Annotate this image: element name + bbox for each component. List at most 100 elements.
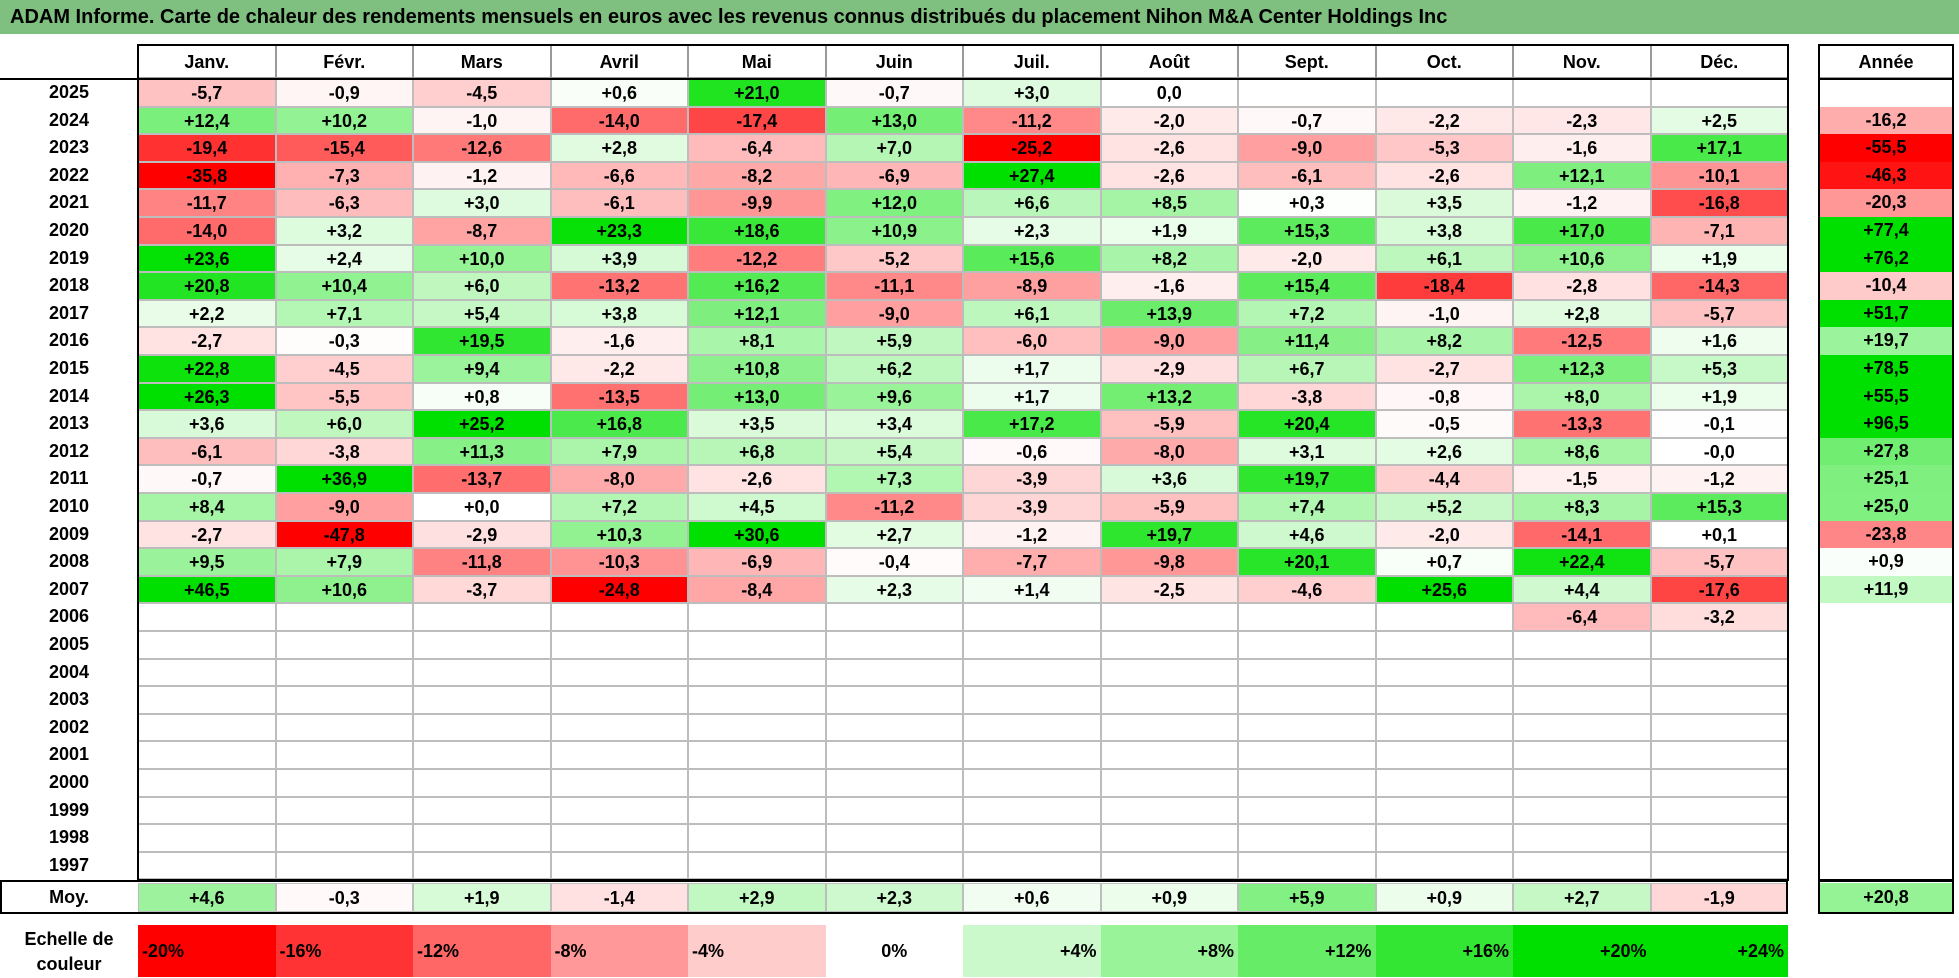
heatmap-cell xyxy=(688,851,826,880)
heatmap-cell: -2,5 xyxy=(1100,575,1238,604)
heatmap-cell: +10,6 xyxy=(1513,244,1651,273)
heatmap-cell: +2,8 xyxy=(1513,299,1651,328)
year-label: 1998 xyxy=(48,827,90,848)
heatmap-cell: -8,4 xyxy=(688,575,826,604)
heatmap-cell: +1,7 xyxy=(963,355,1101,383)
heatmap-cell: +10,6 xyxy=(275,575,413,604)
heatmap-cell: -1,0 xyxy=(413,106,551,135)
month-header: Août xyxy=(1100,45,1238,78)
heatmap-cell xyxy=(413,603,551,631)
average-cell: +0,9 xyxy=(1375,883,1513,912)
annual-cell xyxy=(1819,713,1953,742)
month-header: Avril xyxy=(550,45,688,78)
heatmap-cell xyxy=(825,769,963,797)
annual-cell: -46,3 xyxy=(1819,161,1953,190)
heatmap-cell xyxy=(963,741,1101,769)
heatmap-cell: +8,2 xyxy=(1375,327,1513,355)
heatmap-cell: +1,7 xyxy=(963,382,1101,411)
heatmap-cell: +6,0 xyxy=(275,410,413,438)
heatmap-cell: +10,0 xyxy=(413,244,551,273)
heatmap-cell: +6,0 xyxy=(413,272,551,300)
heatmap-cell: -2,6 xyxy=(1100,134,1238,162)
heatmap-cell: -6,6 xyxy=(550,161,688,190)
heatmap-cell xyxy=(1238,686,1376,714)
heatmap-cell: +6,8 xyxy=(688,437,826,466)
color-scale-label: Echelle de couleur xyxy=(24,929,114,974)
heatmap-cell xyxy=(550,824,688,852)
heatmap-cell: +8,5 xyxy=(1100,189,1238,217)
heatmap-cell xyxy=(825,713,963,742)
heatmap-cell: +19,7 xyxy=(1238,465,1376,493)
heatmap-cell xyxy=(1238,796,1376,825)
annual-cell xyxy=(1819,631,1953,659)
annual-cell xyxy=(1819,769,1953,797)
heatmap-cell: -17,4 xyxy=(688,106,826,135)
heatmap-cell: +7,4 xyxy=(1238,493,1376,521)
heatmap-cell xyxy=(688,631,826,659)
heatmap-cell xyxy=(1650,851,1788,880)
heatmap-cell: -12,2 xyxy=(688,244,826,273)
heatmap-cell: +18,6 xyxy=(688,217,826,245)
color-scale-swatch: -12% xyxy=(413,925,551,977)
heatmap-cell: -3,9 xyxy=(963,493,1101,521)
color-scale-swatch: +12% xyxy=(1238,925,1376,977)
heatmap-cell xyxy=(1650,658,1788,687)
heatmap-cell: -11,7 xyxy=(138,189,276,217)
heatmap-cell: -3,7 xyxy=(413,575,551,604)
heatmap-cell: -9,8 xyxy=(1100,548,1238,576)
heatmap-cell xyxy=(413,686,551,714)
heatmap-cell xyxy=(825,686,963,714)
annual-cell: -20,3 xyxy=(1819,189,1953,217)
heatmap-cell: -0,6 xyxy=(963,437,1101,466)
heatmap-cell xyxy=(1650,631,1788,659)
heatmap-cell: +5,4 xyxy=(825,437,963,466)
heatmap-cell: +27,4 xyxy=(963,161,1101,190)
heatmap-cell xyxy=(413,851,551,880)
annual-cell xyxy=(1819,796,1953,825)
heatmap-cell xyxy=(1100,796,1238,825)
heatmap-cell: -9,9 xyxy=(688,189,826,217)
heatmap-cell xyxy=(688,769,826,797)
heatmap-cell: +6,1 xyxy=(1375,244,1513,273)
heatmap-cell: -9,0 xyxy=(1238,134,1376,162)
average-cell: -1,9 xyxy=(1650,883,1788,912)
heatmap-cell: -4,4 xyxy=(1375,465,1513,493)
heatmap-cell xyxy=(550,686,688,714)
year-label: 2006 xyxy=(48,606,90,627)
heatmap-cell xyxy=(413,824,551,852)
heatmap-cell xyxy=(1238,741,1376,769)
year-label: 2021 xyxy=(48,192,90,213)
heatmap-cell: +2,2 xyxy=(138,299,276,328)
year-label: 2005 xyxy=(48,634,90,654)
heatmap-cell: +12,0 xyxy=(825,189,963,217)
heatmap-cell xyxy=(138,851,276,880)
heatmap-cell: -9,0 xyxy=(1100,327,1238,355)
color-scale-swatch: +20% xyxy=(1513,925,1651,977)
heatmap-cell: -5,9 xyxy=(1100,410,1238,438)
annual-cell: -23,8 xyxy=(1819,520,1953,549)
heatmap-cell: +3,4 xyxy=(825,410,963,438)
heatmap-cell xyxy=(1513,769,1651,797)
heatmap-cell: +15,3 xyxy=(1650,493,1788,521)
average-cell: +1,9 xyxy=(413,883,551,912)
heatmap-cell: -8,2 xyxy=(688,161,826,190)
heatmap-cell: -1,2 xyxy=(963,520,1101,549)
heatmap-cell: +15,4 xyxy=(1238,272,1376,300)
heatmap-cell: -2,7 xyxy=(1375,355,1513,383)
heatmap-cell: -12,5 xyxy=(1513,327,1651,355)
heatmap-cell: -18,4 xyxy=(1375,272,1513,300)
annual-cell: +27,8 xyxy=(1819,437,1953,466)
year-label: 2013 xyxy=(48,413,90,434)
heatmap-cell: +10,8 xyxy=(688,355,826,383)
heatmap-cell: +2,3 xyxy=(825,575,963,604)
heatmap-cell xyxy=(275,713,413,742)
month-header: Oct. xyxy=(1375,45,1513,78)
heatmap-cell: -2,7 xyxy=(138,327,276,355)
annual-cell: -10,4 xyxy=(1819,272,1953,300)
heatmap-cell: -10,3 xyxy=(550,548,688,576)
heatmap-cell xyxy=(1375,631,1513,659)
year-header: Année xyxy=(1819,45,1953,78)
year-label: 2016 xyxy=(48,330,90,351)
annual-cell xyxy=(1819,658,1953,687)
heatmap-cell: -2,0 xyxy=(1238,244,1376,273)
